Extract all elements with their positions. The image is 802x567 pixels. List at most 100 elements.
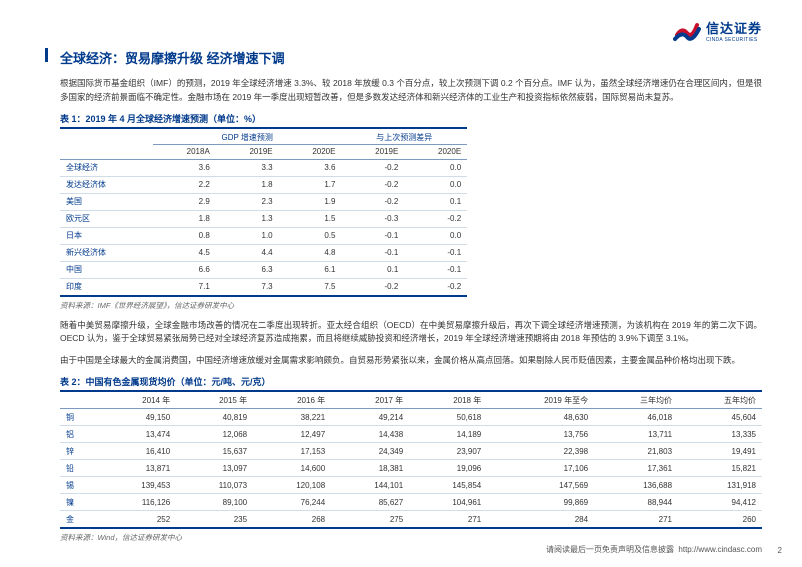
table-row: 锌16,41015,63717,15324,34923,90722,39821,… [60,443,762,460]
table-cell: 21,803 [594,443,678,460]
table-row: 铜49,15040,81938,22149,21450,61848,63046,… [60,409,762,426]
company-logo: 信达证券 CINDA SECURITIES [672,15,762,45]
table-col-header: 2019 年至今 [487,391,594,409]
table-cell: -0.2 [341,278,404,296]
table-cell: 13,711 [594,426,678,443]
table-gdp-forecast: GDP 增速预测 与上次预测差异 2018A2019E2020E2019E202… [60,127,467,297]
table-col-header: 2018 年 [409,391,487,409]
paragraph-2: 随着中美贸易摩擦升级，全球金融市场改善的情况在二季度出现转折。亚太经合组织（OE… [60,319,762,346]
table-cell: 0.8 [153,227,216,244]
table-cell: 49,214 [331,409,409,426]
table-col-header: 2014 年 [98,391,176,409]
table-cell: 17,153 [253,443,331,460]
table-cell: 0.0 [404,159,467,176]
table-cell: 13,871 [98,460,176,477]
table-cell: 2.9 [153,193,216,210]
table-cell: 3.6 [279,159,342,176]
table-cell: 6.3 [216,261,279,278]
table-row: 新兴经济体4.54.44.8-0.1-0.1 [60,244,467,261]
table-cell: -0.1 [341,244,404,261]
table-cell: 15,821 [678,460,762,477]
table-cell: 45,604 [678,409,762,426]
table-cell: 4.5 [153,244,216,261]
table-cell: 1.5 [279,210,342,227]
table-cell: 1.7 [279,176,342,193]
table-cell: 88,944 [594,494,678,511]
table-cell: 0.0 [404,227,467,244]
table-cell: 3.3 [216,159,279,176]
footer-disclaimer: 请阅读最后一页免责声明及信息披露 http://www.cindasc.com [546,544,762,555]
table-col-header [60,391,98,409]
table-cell: 4.4 [216,244,279,261]
table-cell: 136,688 [594,477,678,494]
table-row-header: 日本 [60,227,153,244]
table-row: 美国2.92.31.9-0.20.1 [60,193,467,210]
table-cell: -0.2 [404,278,467,296]
table-cell: 7.3 [216,278,279,296]
table-cell: 17,361 [594,460,678,477]
table-cell: 271 [409,511,487,529]
table-cell: 0.5 [279,227,342,244]
table1-caption: 表 1：2019 年 4 月全球经济增速预测（单位：%） [60,112,762,125]
heading-accent-bar [45,48,48,62]
table-cell: 1.0 [216,227,279,244]
table-cell: 12,068 [176,426,253,443]
table-cell: 145,854 [409,477,487,494]
table-cell: 147,569 [487,477,594,494]
table-cell: 275 [331,511,409,529]
table-cell: 15,637 [176,443,253,460]
table-row-header: 发达经济体 [60,176,153,193]
table-cell: -0.1 [404,261,467,278]
table-cell: 89,100 [176,494,253,511]
table-cell: -0.2 [341,193,404,210]
table-row-header: 新兴经济体 [60,244,153,261]
table-row-header: 镍 [60,494,98,511]
table-col-header: 2019E [341,144,404,159]
table-row: 发达经济体2.21.81.7-0.20.0 [60,176,467,193]
table-cell: -0.3 [341,210,404,227]
page-title: 全球经济：贸易摩擦升级 经济增速下调 [60,48,762,67]
table-row: 中国6.66.36.10.1-0.1 [60,261,467,278]
table-col-header: 五年均价 [678,391,762,409]
table-row-header: 中国 [60,261,153,278]
table-row-header: 铝 [60,426,98,443]
table-cell: 1.8 [153,210,216,227]
table2-source: 资料来源：Wind，信达证券研发中心 [60,532,762,543]
table-cell: 120,108 [253,477,331,494]
table-cell: 2.3 [216,193,279,210]
table-cell: 6.1 [279,261,342,278]
table-cell: 40,819 [176,409,253,426]
table-row-header: 欧元区 [60,210,153,227]
logo-text-en: CINDA SECURITIES [706,37,757,43]
table-cell: 116,126 [98,494,176,511]
table-cell: 0.0 [404,176,467,193]
table-cell: 16,410 [98,443,176,460]
table-cell: 1.3 [216,210,279,227]
table-row: 铅13,87113,09714,60018,38119,09617,10617,… [60,460,762,477]
table-cell: 19,096 [409,460,487,477]
table-cell: 50,618 [409,409,487,426]
table-row: 印度7.17.37.5-0.2-0.2 [60,278,467,296]
table-cell: 1.9 [279,193,342,210]
table-cell: 1.8 [216,176,279,193]
table2-caption: 表 2：中国有色金属现货均价（单位：元/吨、元/克） [60,375,762,388]
table-cell: -0.2 [341,159,404,176]
paragraph-1: 根据国际货币基金组织（IMF）的预测，2019 年全球经济增速 3.3%、较 2… [60,77,762,104]
table-cell: 104,961 [409,494,487,511]
table1-group-blank [60,128,153,144]
table-col-header: 2016 年 [253,391,331,409]
table-row-header: 金 [60,511,98,529]
table-row-header: 印度 [60,278,153,296]
table-cell: 7.5 [279,278,342,296]
table1-group-diff: 与上次预测差异 [341,128,467,144]
table-cell: 12,497 [253,426,331,443]
table-col-header: 2018A [153,144,216,159]
table-cell: 13,335 [678,426,762,443]
table-row: 欧元区1.81.31.5-0.3-0.2 [60,210,467,227]
table-metal-prices: 2014 年2015 年2016 年2017 年2018 年2019 年至今三年… [60,390,762,529]
table-cell: 14,438 [331,426,409,443]
table-cell: -0.1 [404,244,467,261]
table-cell: 6.6 [153,261,216,278]
table-cell: 131,918 [678,477,762,494]
table-cell: 2.2 [153,176,216,193]
